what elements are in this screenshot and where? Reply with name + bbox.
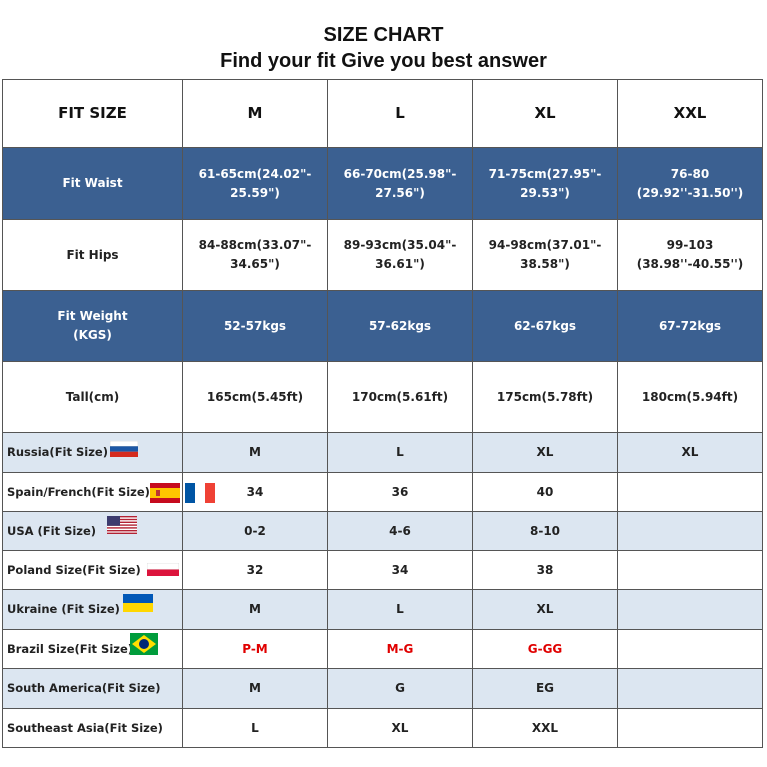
table-cell: 34 xyxy=(183,473,328,512)
table-cell: XL xyxy=(473,80,618,148)
table-cell xyxy=(618,709,763,748)
flag-france xyxy=(185,483,215,503)
table-cell: Tall(cm) xyxy=(2,362,183,433)
table-cell: XL xyxy=(473,590,618,630)
table-cell: 170cm(5.61ft) xyxy=(328,362,473,433)
table-cell: Poland Size(Fit Size) xyxy=(2,551,183,590)
flag-usa xyxy=(107,516,137,534)
table-cell: 67-72kgs xyxy=(618,291,763,362)
table-cell: 38 xyxy=(473,551,618,590)
table-cell: XXL xyxy=(618,80,763,148)
table-cell: 89-93cm(35.04"- 36.61") xyxy=(328,220,473,291)
table-cell: 99-103 (38.98''-40.55'') xyxy=(618,220,763,291)
table-cell: L xyxy=(328,590,473,630)
table-top-border xyxy=(2,79,763,80)
table-cell: 94-98cm(37.01"- 38.58") xyxy=(473,220,618,291)
title: SIZE CHART xyxy=(323,24,444,46)
table-cell: XL xyxy=(328,709,473,748)
table-cell: 8-10 xyxy=(473,512,618,551)
table-cell: Spain/French(Fit Size) xyxy=(2,473,183,512)
table-cell: Fit Weight (KGS) xyxy=(2,291,183,362)
table-cell: 61-65cm(24.02"- 25.59") xyxy=(183,148,328,220)
table-cell: L xyxy=(328,433,473,473)
table-cell: Fit Hips xyxy=(2,220,183,291)
table-cell: Southeast Asia(Fit Size) xyxy=(2,709,183,748)
table-cell: XXL xyxy=(473,709,618,748)
subtitle: Find your fit Give you best answer xyxy=(220,50,547,72)
table-cell: EG xyxy=(473,669,618,709)
table-cell: USA (Fit Size) xyxy=(2,512,183,551)
table-cell: 175cm(5.78ft) xyxy=(473,362,618,433)
table-cell: 180cm(5.94ft) xyxy=(618,362,763,433)
table-cell xyxy=(618,512,763,551)
table-cell: 32 xyxy=(183,551,328,590)
table-cell: L xyxy=(183,709,328,748)
table-cell: G-GG xyxy=(473,630,618,669)
table-cell: 165cm(5.45ft) xyxy=(183,362,328,433)
table-cell: 62-67kgs xyxy=(473,291,618,362)
table-cell: XL xyxy=(618,433,763,473)
table-cell: M xyxy=(183,669,328,709)
table-cell: Russia(Fit Size) xyxy=(2,433,183,473)
table-cell: M xyxy=(183,590,328,630)
table-cell: 4-6 xyxy=(328,512,473,551)
flag-spain xyxy=(150,483,180,503)
flag-ukraine xyxy=(123,594,153,612)
table-cell: 57-62kgs xyxy=(328,291,473,362)
table-cell xyxy=(618,473,763,512)
table-cell: 0-2 xyxy=(183,512,328,551)
table-cell: G xyxy=(328,669,473,709)
table-cell: L xyxy=(328,80,473,148)
table-cell: 66-70cm(25.98"- 27.56") xyxy=(328,148,473,220)
flag-brazil xyxy=(130,633,158,655)
table-cell: South America(Fit Size) xyxy=(2,669,183,709)
table-cell: XL xyxy=(473,433,618,473)
table-cell: Brazil Size(Fit Size) xyxy=(2,630,183,669)
table-cell: M xyxy=(183,433,328,473)
table-cell: 52-57kgs xyxy=(183,291,328,362)
table-cell: M-G xyxy=(328,630,473,669)
table-cell: 36 xyxy=(328,473,473,512)
table-cell xyxy=(618,669,763,709)
table-cell: 40 xyxy=(473,473,618,512)
table-cell xyxy=(618,551,763,590)
flag-poland xyxy=(147,563,179,576)
table-cell: FIT SIZE xyxy=(2,80,183,148)
table-cell xyxy=(618,630,763,669)
table-cell xyxy=(618,590,763,630)
table-cell: 76-80 (29.92''-31.50'') xyxy=(618,148,763,220)
table-cell: M xyxy=(183,80,328,148)
table-cell: 71-75cm(27.95"- 29.53") xyxy=(473,148,618,220)
table-cell: 34 xyxy=(328,551,473,590)
table-cell: P-M xyxy=(183,630,328,669)
flag-russia xyxy=(110,441,138,457)
table-cell: Ukraine (Fit Size) xyxy=(2,590,183,630)
table-cell: Fit Waist xyxy=(2,148,183,220)
table-cell: 84-88cm(33.07"- 34.65") xyxy=(183,220,328,291)
